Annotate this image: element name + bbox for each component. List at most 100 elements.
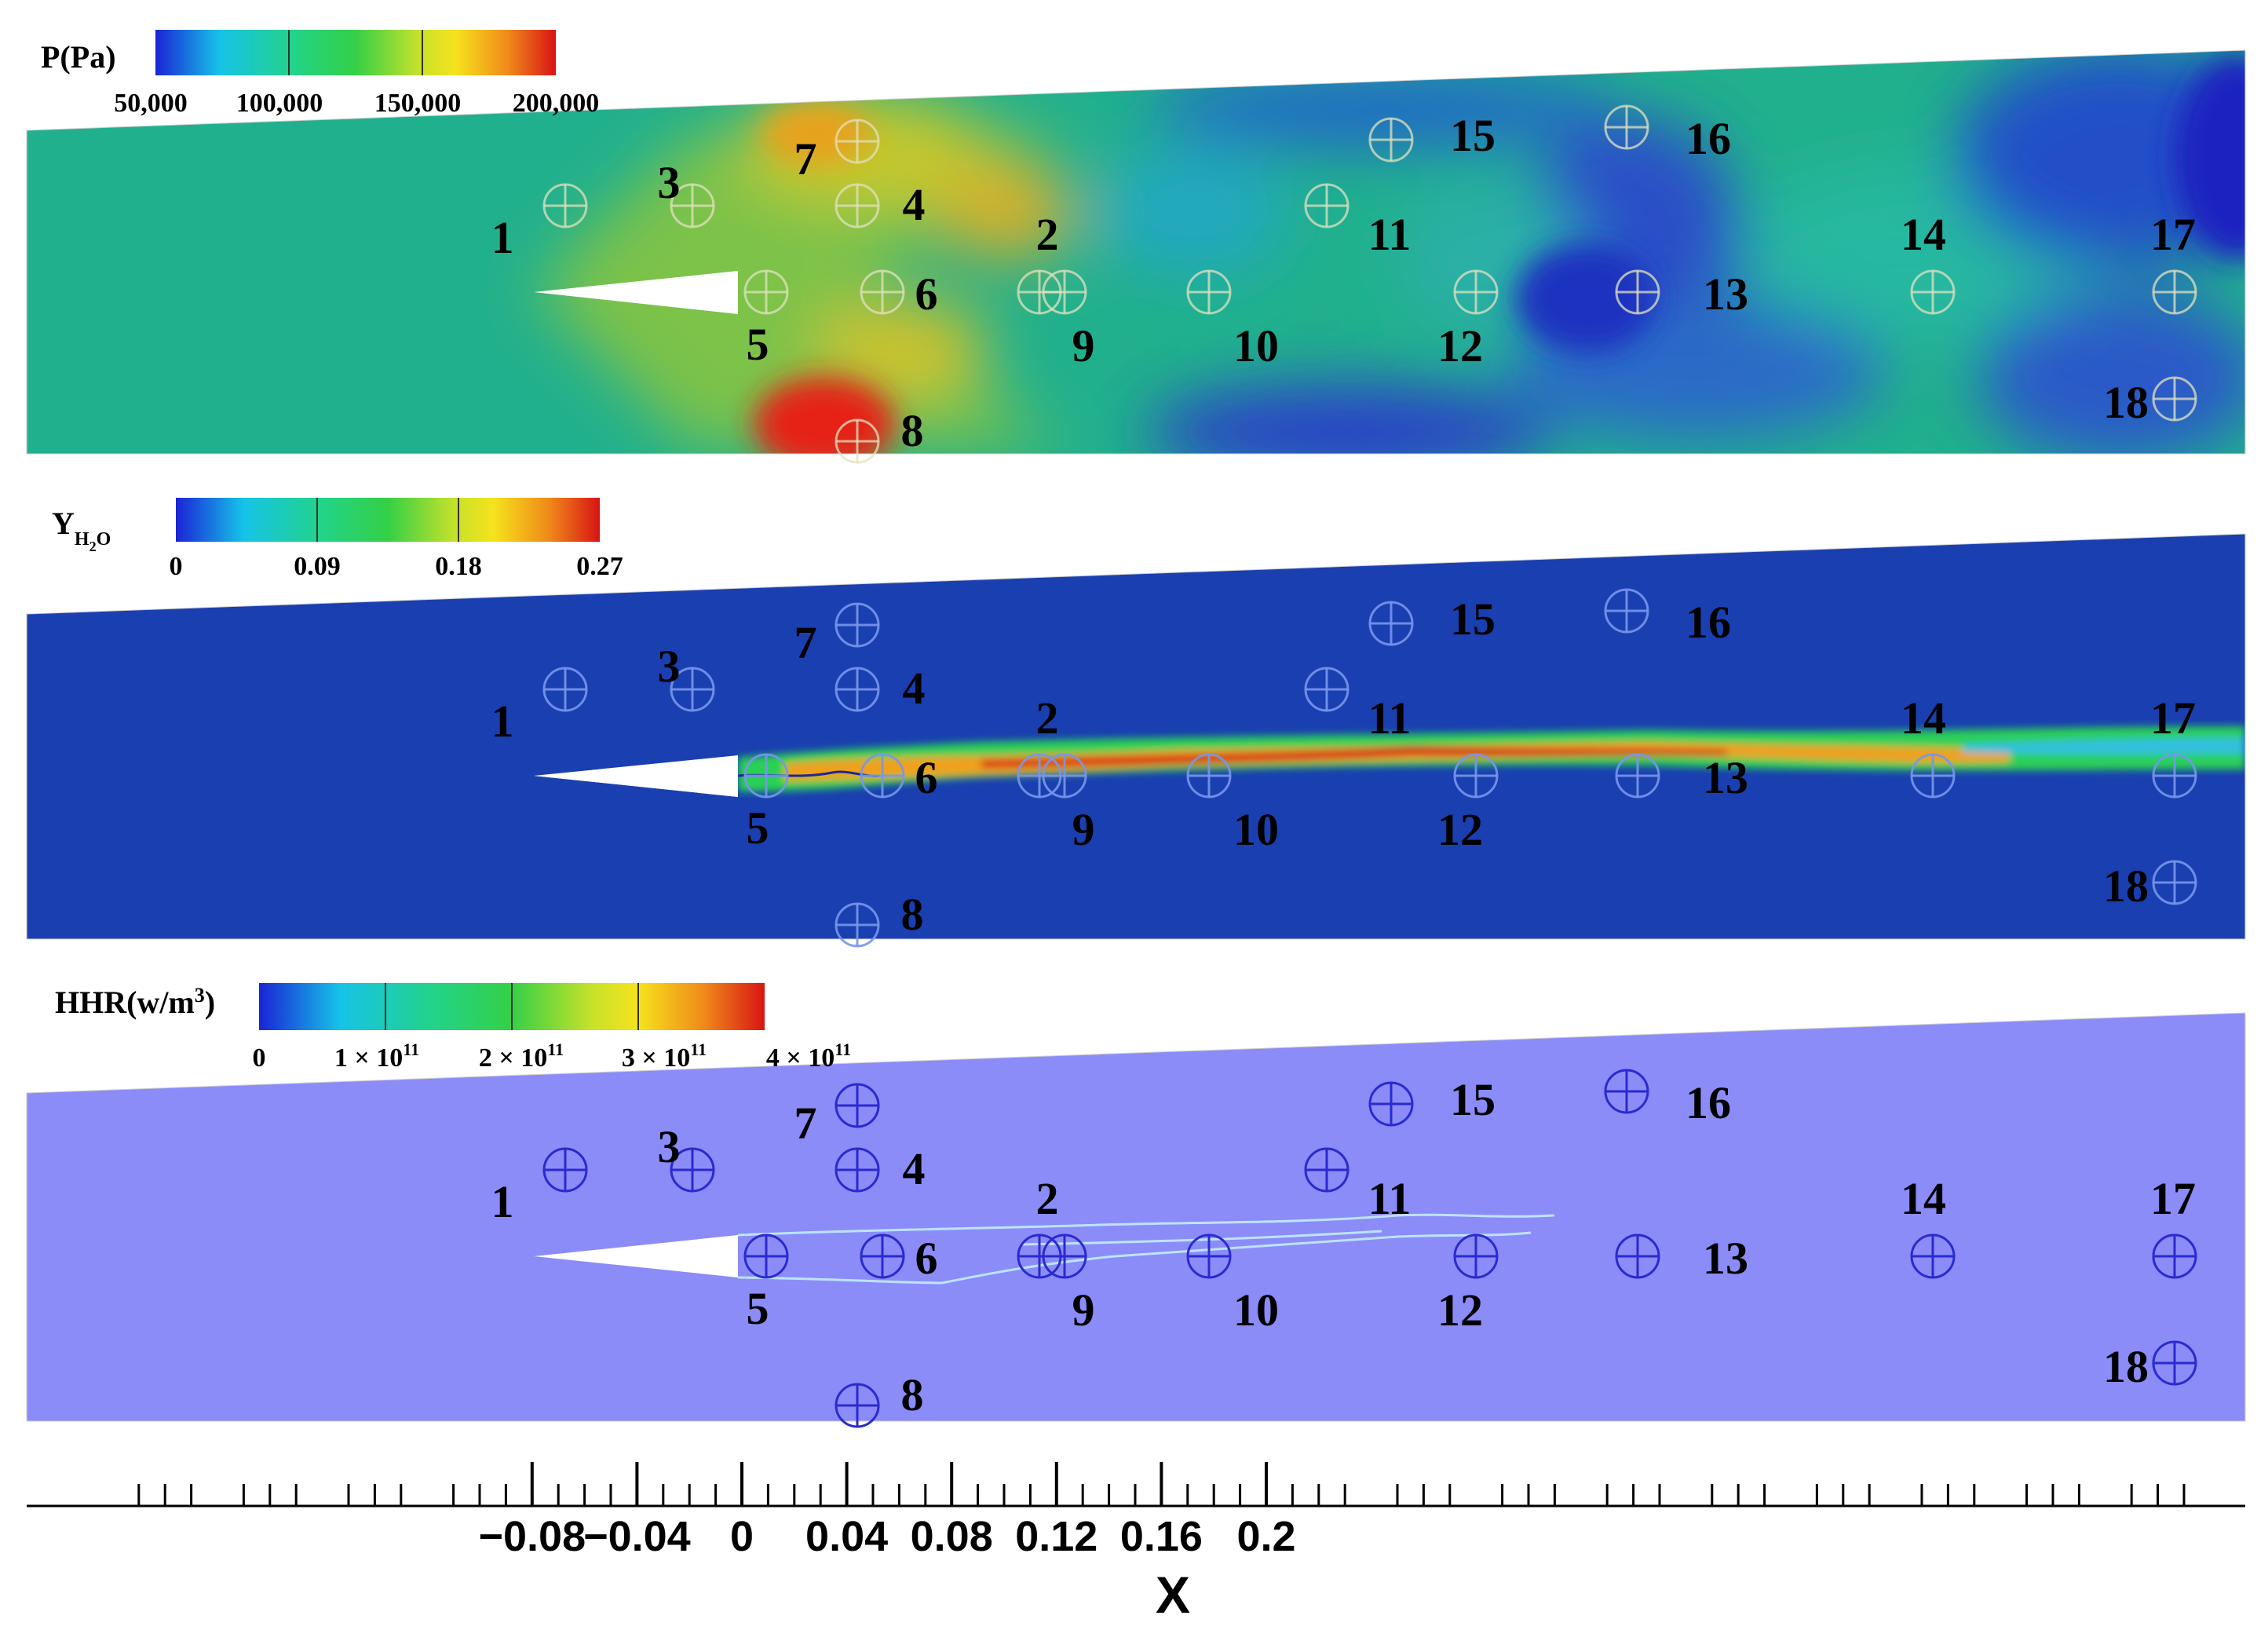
pressure-probe-label-16: 16 [1685,113,1731,164]
heat-probe-marker-9 [1042,1233,1087,1279]
x-tick-label: 0.12 [1015,1513,1097,1560]
heat-legend-title: HHR(w/m3) [55,984,215,1020]
water-probe-marker-17 [2152,753,2197,799]
pressure-probe-marker-9 [1042,269,1087,315]
pressure-probe-label-17: 17 [2150,209,2196,260]
heat-probe-label-6: 6 [915,1233,938,1284]
x-tick-label: −0.04 [583,1513,691,1560]
pressure-panel: P(Pa) 50,000 100,000 150,000 200,000 1 23… [26,30,2246,464]
pressure-probe-label-1: 1 [491,212,514,263]
pressure-probe-marker-14 [1910,269,1956,315]
pressure-tick-0: 50,000 [114,89,188,118]
pressure-probe-marker-6 [860,269,905,315]
pressure-tick-3: 200,000 [513,89,600,118]
heat-probe-marker-17 [2152,1233,2197,1279]
x-tick-label: 0.2 [1236,1513,1295,1560]
heat-tick-2: 2 × 1011 [479,1040,564,1073]
water-probe-label-15: 15 [1450,594,1496,645]
water-legend-title: YH2O [52,506,111,554]
heat-probe-marker-12 [1453,1233,1499,1279]
water-probe-marker-8 [835,902,880,948]
water-probe-marker-6 [860,753,905,799]
heat-probe-label-17: 17 [2150,1173,2196,1224]
heat-probe-marker-4 [835,1147,880,1193]
water-field [27,534,2245,939]
heat-tick-0: 0 [253,1043,266,1073]
heat-probe-label-10: 10 [1233,1285,1279,1336]
x-tick-label: 0.04 [805,1513,888,1560]
water-tick-0: 0 [170,552,183,581]
pressure-legend-title: P(Pa) [41,39,116,75]
water-probe-label-13: 13 [1703,752,1748,803]
heat-probe-label-12: 12 [1437,1285,1483,1336]
pressure-probe-label-4: 4 [903,179,926,230]
heat-tick-1: 1 × 1011 [334,1040,419,1073]
water-probe-label-11: 11 [1368,693,1412,744]
x-tick-label: 0 [730,1513,754,1560]
pressure-probe-marker-1 [542,183,588,228]
heat-probe-marker-3 [670,1147,715,1193]
water-probe-label-5: 5 [747,802,769,853]
water-probe-marker-13 [1615,753,1660,799]
heat-probe-label-3: 3 [658,1121,681,1172]
water-probe-marker-1 [542,667,588,712]
heat-probe-label-16: 16 [1685,1077,1731,1128]
pressure-probe-label-7: 7 [794,133,817,185]
pressure-probe-marker-5 [743,269,789,315]
pressure-probe-marker-4 [835,183,880,228]
heat-probe-label-18: 18 [2103,1341,2149,1392]
water-probe-label-2: 2 [1036,693,1059,744]
water-probe-label-3: 3 [658,641,681,692]
water-probe-marker-18 [2152,860,2197,905]
heat-probe-marker-11 [1304,1147,1349,1193]
pressure-probe-marker-16 [1604,104,1649,150]
pressure-tick-2: 150,000 [374,89,462,118]
water-probe-marker-15 [1368,601,1414,646]
heat-probe-label-15: 15 [1450,1074,1496,1125]
water-probe-label-10: 10 [1233,804,1279,855]
pressure-probe-label-14: 14 [1901,209,1946,260]
water-probe-label-14: 14 [1901,693,1946,744]
water-probe-marker-3 [670,667,715,712]
heat-probe-label-13: 13 [1703,1233,1748,1284]
pressure-probe-label-6: 6 [915,269,938,320]
water-probe-label-4: 4 [903,663,926,714]
pressure-probe-marker-10 [1186,269,1232,315]
heat-probe-marker-18 [2152,1340,2197,1386]
water-probe-label-17: 17 [2150,693,2196,744]
heat-probe-label-11: 11 [1368,1173,1412,1224]
water-probe-marker-9 [1042,753,1087,799]
water-probe-marker-7 [835,602,880,648]
heat-field [27,1013,2245,1421]
water-probe-marker-10 [1186,753,1232,799]
pressure-probe-label-13: 13 [1703,269,1748,320]
water-probe-label-9: 9 [1072,804,1095,855]
pressure-probe-label-15: 15 [1450,110,1496,161]
pressure-probe-label-8: 8 [901,405,924,456]
heat-probe-marker-14 [1910,1233,1956,1279]
heat-tick-4: 4 × 1011 [766,1040,851,1073]
heat-probe-label-7: 7 [794,1098,817,1149]
heat-probe-label-2: 2 [1036,1173,1059,1224]
water-probe-marker-5 [743,753,789,799]
x-tick-label: −0.08 [478,1513,586,1560]
heat-probe-label-4: 4 [903,1143,926,1194]
x-tick-label: 0.08 [911,1513,993,1560]
pressure-probe-label-10: 10 [1233,320,1279,371]
heat-panel: HHR(w/m3) 0 1 × 1011 2 × 1011 3 × 1011 4… [26,983,2246,1428]
water-probe-marker-12 [1453,753,1499,799]
pressure-probe-label-18: 18 [2103,377,2149,428]
water-probe-marker-14 [1910,753,1956,799]
x-axis-label: X [1156,1566,1190,1624]
pressure-probe-marker-13 [1615,269,1660,315]
water-tick-2: 0.18 [435,552,482,581]
water-probe-marker-16 [1604,588,1649,634]
pressure-probe-label-12: 12 [1437,320,1483,371]
heat-probe-marker-5 [743,1233,789,1279]
heat-probe-marker-13 [1615,1233,1660,1279]
